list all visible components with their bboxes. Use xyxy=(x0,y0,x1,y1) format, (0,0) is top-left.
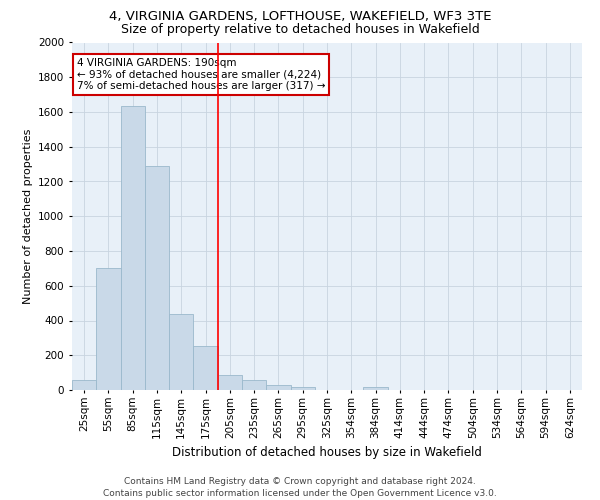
Bar xyxy=(290,386,315,390)
Bar xyxy=(218,375,242,390)
Text: Size of property relative to detached houses in Wakefield: Size of property relative to detached ho… xyxy=(121,22,479,36)
Text: 4 VIRGINIA GARDENS: 190sqm
← 93% of detached houses are smaller (4,224)
7% of se: 4 VIRGINIA GARDENS: 190sqm ← 93% of deta… xyxy=(77,58,326,92)
Bar xyxy=(169,314,193,390)
Bar xyxy=(193,346,218,390)
Bar xyxy=(242,380,266,390)
Bar xyxy=(96,268,121,390)
Bar xyxy=(364,388,388,390)
Text: Contains HM Land Registry data © Crown copyright and database right 2024.
Contai: Contains HM Land Registry data © Crown c… xyxy=(103,476,497,498)
Bar xyxy=(266,385,290,390)
Bar xyxy=(121,106,145,390)
Text: 4, VIRGINIA GARDENS, LOFTHOUSE, WAKEFIELD, WF3 3TE: 4, VIRGINIA GARDENS, LOFTHOUSE, WAKEFIEL… xyxy=(109,10,491,23)
Bar xyxy=(145,166,169,390)
X-axis label: Distribution of detached houses by size in Wakefield: Distribution of detached houses by size … xyxy=(172,446,482,459)
Y-axis label: Number of detached properties: Number of detached properties xyxy=(23,128,32,304)
Bar xyxy=(72,380,96,390)
